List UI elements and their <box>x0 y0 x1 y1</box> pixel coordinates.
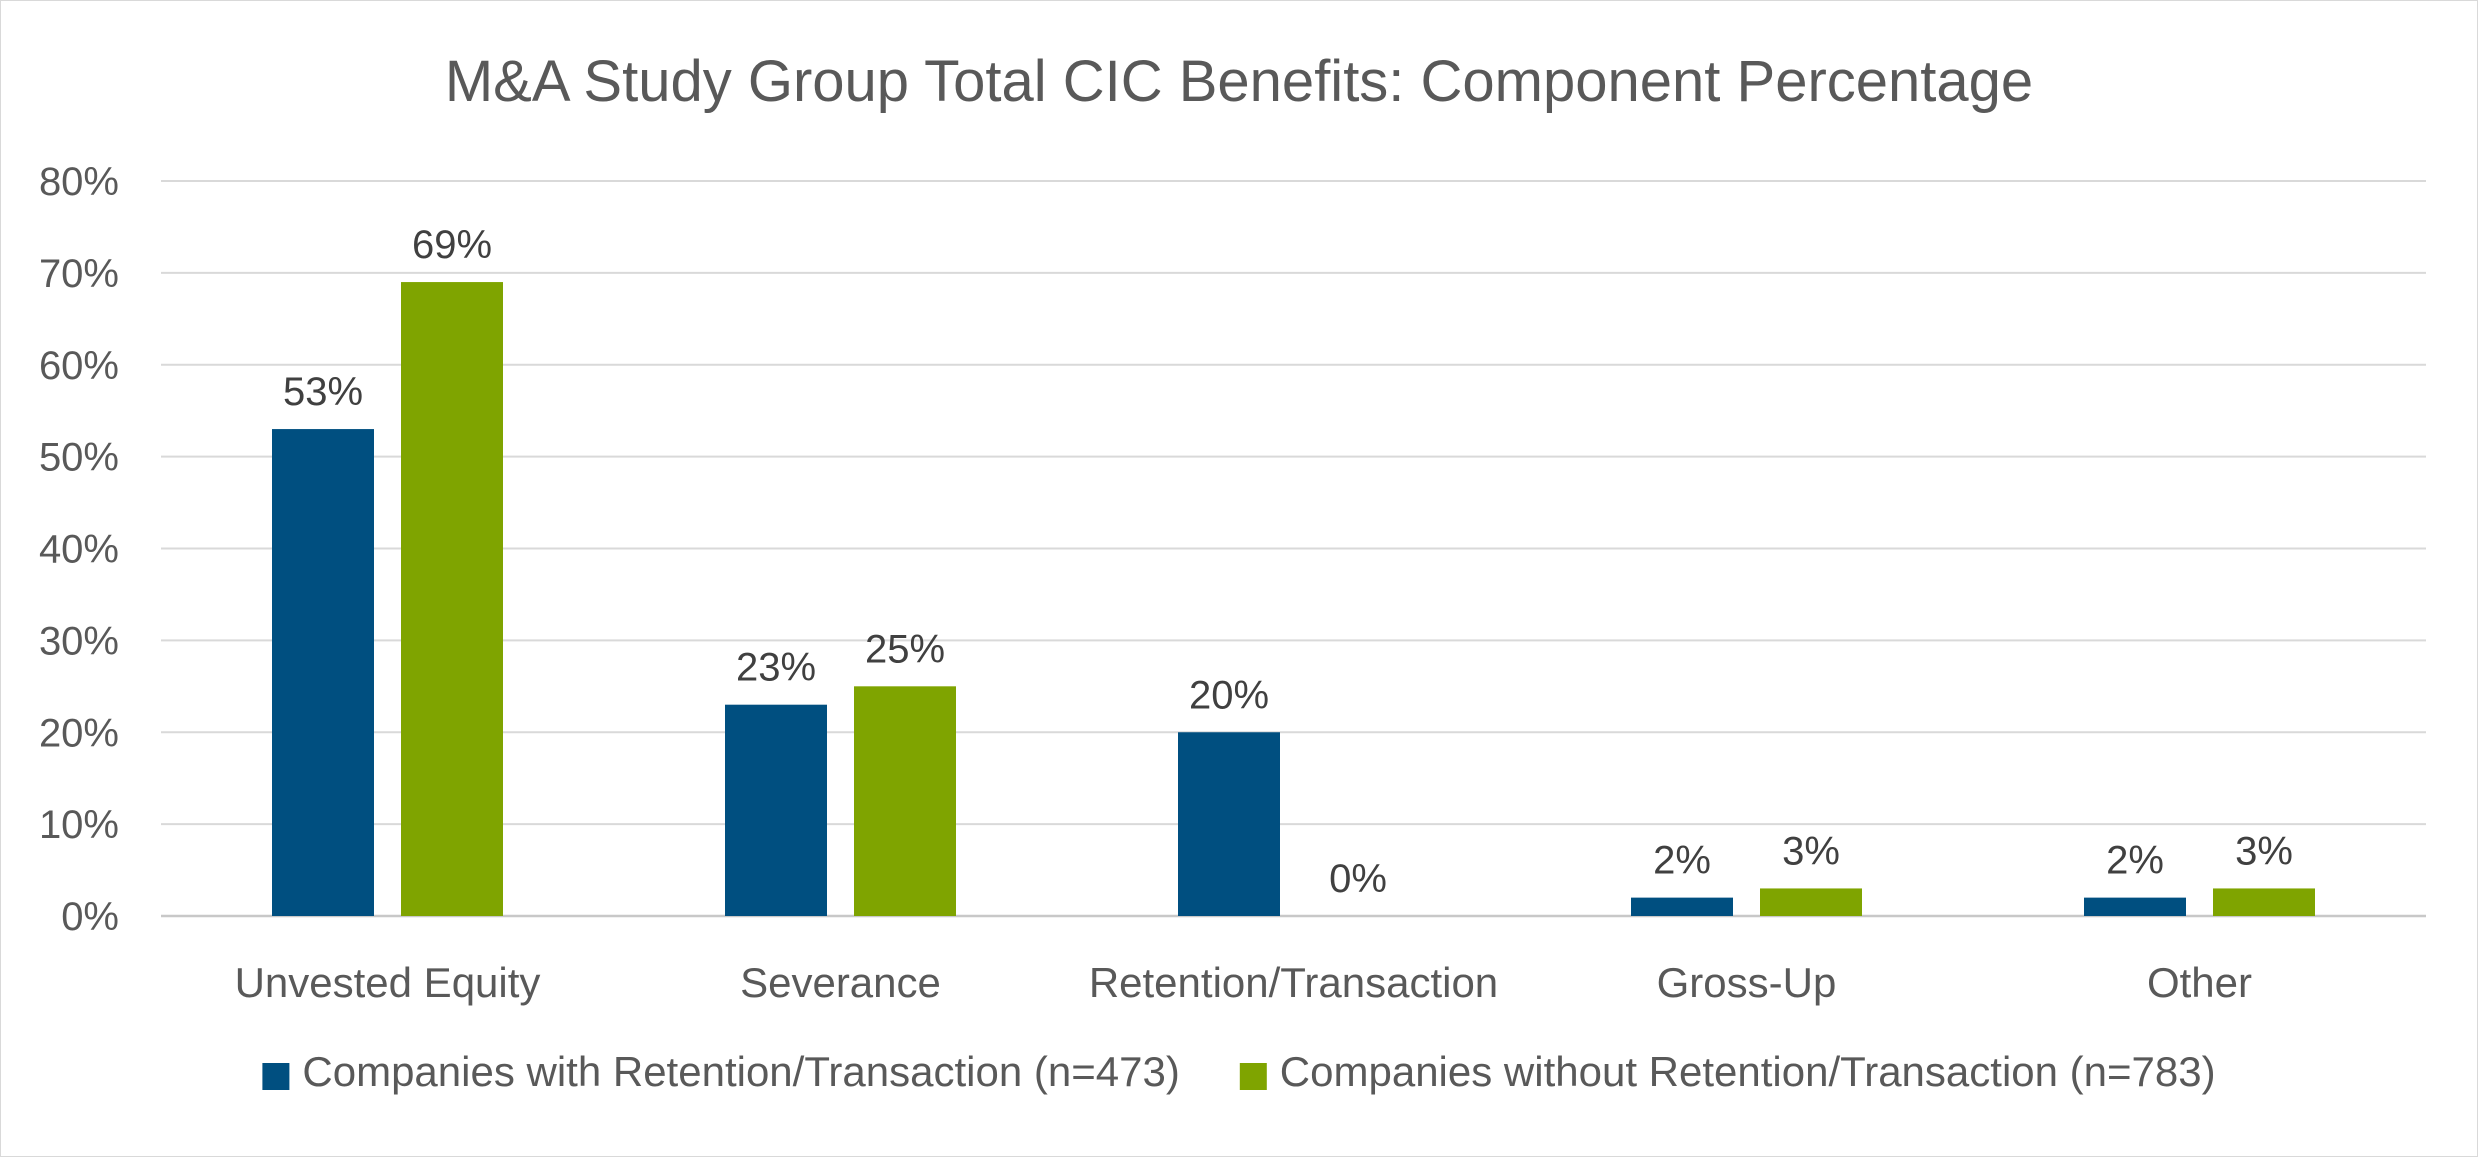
x-axis-ticks: Unvested Equity Severance Retention/Transa… <box>235 959 2252 1006</box>
bar-layer <box>272 282 2315 916</box>
x-tick-label: Other <box>2147 959 2252 1006</box>
y-tick-label: 0% <box>61 895 119 939</box>
data-label: 0% <box>1329 857 1387 901</box>
data-label: 69% <box>412 223 492 267</box>
y-tick-label: 70% <box>39 252 119 296</box>
data-label: 20% <box>1189 673 1269 717</box>
x-tick-label: Gross-Up <box>1657 959 1837 1006</box>
x-tick-label: Severance <box>740 959 941 1006</box>
y-tick-label: 30% <box>39 619 119 663</box>
data-label: 3% <box>2235 829 2293 873</box>
y-tick-label: 20% <box>39 711 119 755</box>
chart-title: M&A Study Group Total CIC Benefits: Comp… <box>445 49 2033 114</box>
legend: Companies with Retention/Transaction (n=… <box>262 1048 2216 1095</box>
legend-entry: Companies with Retention/Transaction (n=… <box>262 1048 1180 1095</box>
bar <box>272 429 374 916</box>
data-label: 2% <box>1653 839 1711 883</box>
bar <box>1178 732 1280 916</box>
bar <box>1760 888 1862 916</box>
bar <box>854 686 956 916</box>
bar <box>2213 888 2315 916</box>
bar <box>1631 897 1733 916</box>
bar <box>401 282 503 916</box>
y-tick-label: 10% <box>39 803 119 847</box>
data-label: 25% <box>865 627 945 671</box>
data-label-layer: 53% 69% 23% 25% 20% 0% 2% 3% 2% 3% <box>283 223 2293 901</box>
y-tick-label: 40% <box>39 528 119 572</box>
y-axis-ticks: 0% 10% 20% 30% 40% 50% 60% 70% 80% <box>39 160 119 939</box>
y-tick-label: 50% <box>39 436 119 480</box>
data-label: 3% <box>1782 829 1840 873</box>
legend-label: Companies without Retention/Transaction … <box>1280 1048 2216 1095</box>
data-label: 53% <box>283 370 363 414</box>
y-tick-label: 60% <box>39 344 119 388</box>
bar <box>2084 897 2186 916</box>
legend-swatch <box>1239 1063 1267 1090</box>
legend-label: Companies with Retention/Transaction (n=… <box>302 1048 1179 1095</box>
data-label: 23% <box>736 646 816 690</box>
x-tick-label: Retention/Transaction <box>1089 959 1498 1006</box>
data-label: 2% <box>2106 839 2164 883</box>
x-tick-label: Unvested Equity <box>235 959 541 1006</box>
legend-entry: Companies without Retention/Transaction … <box>1239 1048 2216 1095</box>
grid-layer <box>161 180 2426 918</box>
bar <box>725 704 827 916</box>
legend-swatch <box>262 1063 290 1090</box>
y-tick-label: 80% <box>39 160 119 204</box>
